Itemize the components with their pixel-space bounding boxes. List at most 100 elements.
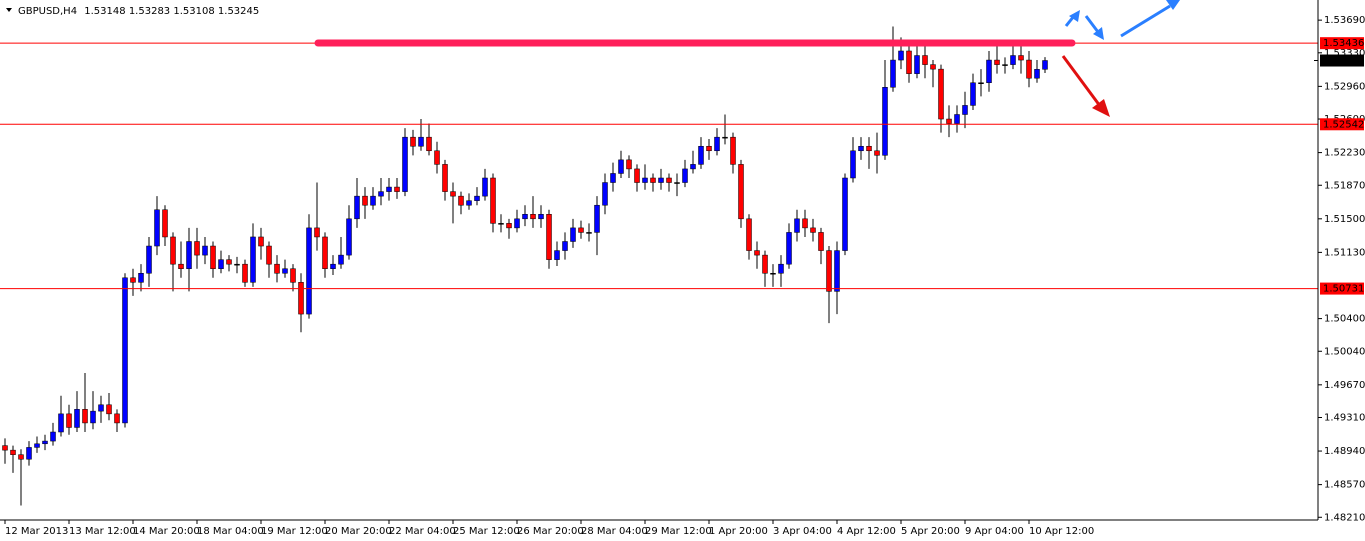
level-label: 1.53436 — [1323, 38, 1364, 49]
candle-body — [810, 227, 816, 233]
candle-body — [746, 218, 752, 251]
candle-body — [394, 186, 400, 192]
x-tick-label: 25 Mar 12:00 — [453, 526, 520, 537]
candle-body — [994, 59, 1000, 65]
candle-body — [458, 195, 464, 206]
candle-body — [434, 150, 440, 165]
x-tick-label: 4 Apr 12:00 — [837, 526, 896, 537]
candle-body — [266, 245, 272, 265]
candle-body — [442, 164, 448, 192]
level-label-box — [1320, 118, 1364, 131]
candle-body — [362, 195, 368, 206]
level-label: 1.50731 — [1323, 284, 1364, 295]
x-tick-label: 12 Mar 2013 — [5, 526, 68, 537]
candle-body — [970, 82, 976, 106]
y-tick-label: 1.49310 — [1324, 412, 1365, 423]
candle-body — [154, 209, 160, 247]
candle-body — [250, 236, 256, 283]
y-tick-label: 1.51130 — [1324, 247, 1365, 258]
candle-body — [602, 182, 608, 206]
x-tick-label: 28 Mar 04:00 — [581, 526, 648, 537]
candle-body — [346, 218, 352, 256]
candle-body — [258, 236, 264, 247]
annotations — [314, 0, 1180, 117]
candle-body — [410, 136, 416, 147]
candle-body — [554, 250, 560, 260]
up-arrow-small-head — [1069, 10, 1080, 22]
candle-body — [778, 263, 784, 274]
candle-body — [610, 173, 616, 183]
candle-body — [210, 245, 216, 269]
candle-body — [546, 214, 552, 260]
candle-body — [98, 404, 104, 412]
up-arrow — [1120, 4, 1171, 38]
candle-body — [562, 241, 568, 251]
candle-body — [402, 136, 408, 192]
menu-triangle[interactable] — [6, 8, 12, 12]
symbol: GBPUSD,H4 — [18, 6, 77, 17]
candle-body — [10, 449, 16, 455]
candle-body — [146, 245, 152, 274]
y-tick-label: 1.51500 — [1324, 214, 1365, 225]
candle-body — [450, 191, 456, 197]
down-arrow-head — [1092, 99, 1110, 117]
candle-body — [514, 218, 520, 229]
y-tick-label: 1.49670 — [1324, 380, 1365, 391]
candle-body — [338, 254, 344, 265]
y-tick-label: 1.48570 — [1324, 480, 1365, 491]
candle-body — [106, 404, 112, 415]
candle-body — [274, 263, 280, 274]
candle-body — [242, 263, 248, 283]
header-open: 1.53148 — [84, 6, 125, 17]
candle-body — [666, 177, 672, 183]
candle-body — [530, 214, 536, 220]
candle-body — [770, 272, 776, 275]
candle-body — [82, 409, 88, 424]
x-tick-label: 9 Apr 04:00 — [965, 526, 1024, 537]
candle-body — [674, 182, 680, 184]
candle-body — [26, 447, 32, 460]
x-tick-label: 5 Apr 20:00 — [901, 526, 960, 537]
candle-body — [282, 268, 288, 274]
candle-body — [378, 191, 384, 197]
header-close: 1.53245 — [218, 6, 259, 17]
x-tick-label: 22 Mar 04:00 — [389, 526, 456, 537]
candle-body — [978, 82, 984, 84]
candle-body — [642, 177, 648, 183]
candle-body — [954, 114, 960, 124]
candle-body — [754, 250, 760, 256]
candle-body — [882, 87, 888, 156]
candle-body — [482, 177, 488, 197]
candle-body — [466, 200, 472, 206]
up-arrow-head — [1166, 0, 1180, 10]
y-tick-label: 1.51870 — [1324, 180, 1365, 191]
candle-body — [498, 223, 504, 225]
candle-body — [218, 259, 224, 269]
candle-body — [626, 159, 632, 170]
candle-body — [858, 145, 864, 152]
candle-body — [90, 410, 96, 424]
candle-body — [762, 254, 768, 274]
candle-body — [1034, 69, 1040, 79]
candle-body — [786, 232, 792, 265]
x-tick-label: 20 Mar 20:00 — [325, 526, 392, 537]
candle-body — [618, 159, 624, 174]
candle-body — [738, 164, 744, 220]
candle-body — [490, 177, 496, 224]
candle-body — [186, 241, 192, 269]
candle-body — [426, 136, 432, 152]
candle-body — [386, 186, 392, 192]
candle-body — [914, 55, 920, 74]
candle-body — [170, 236, 176, 265]
candle-body — [522, 214, 528, 220]
x-tick-label: 13 Mar 12:00 — [69, 526, 136, 537]
candle-body — [898, 50, 904, 61]
x-tick-label: 19 Mar 12:00 — [261, 526, 328, 537]
level-label: 1.52542 — [1323, 119, 1364, 130]
candle-body — [18, 454, 24, 460]
candle-body — [122, 277, 128, 424]
candle-body — [818, 232, 824, 251]
candle-body — [1002, 64, 1008, 66]
